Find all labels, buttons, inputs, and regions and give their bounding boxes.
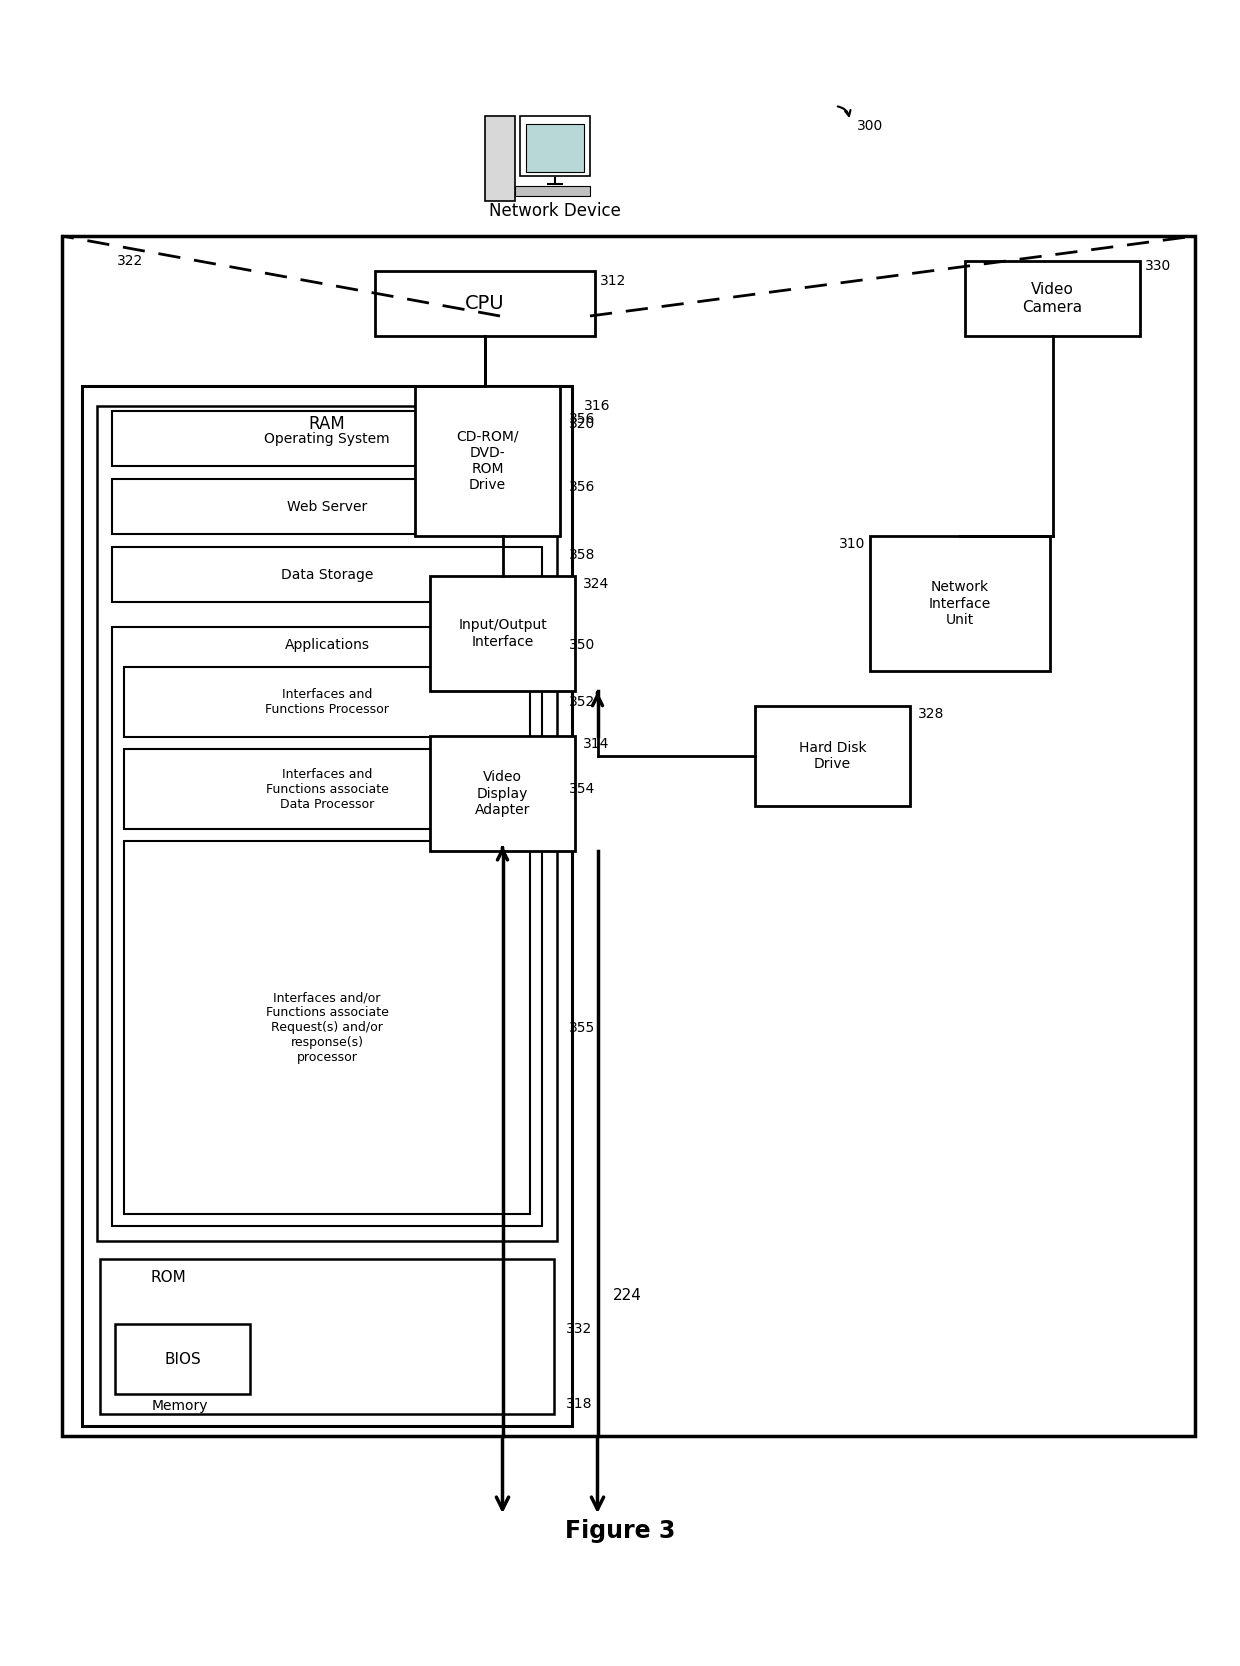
Bar <box>965 262 1140 337</box>
Text: 332: 332 <box>565 1323 593 1336</box>
Text: 318: 318 <box>565 1398 593 1411</box>
Text: 324: 324 <box>583 576 609 591</box>
Text: Network
Interface
Unit: Network Interface Unit <box>929 580 991 626</box>
Text: 310: 310 <box>838 536 866 551</box>
Bar <box>374 272 595 337</box>
Bar <box>755 706 910 806</box>
Text: Interfaces and/or
Functions associate
Request(s) and/or
response(s)
processor: Interfaces and/or Functions associate Re… <box>265 991 388 1065</box>
Bar <box>485 117 515 202</box>
Bar <box>82 387 572 1426</box>
Bar <box>515 187 590 197</box>
Text: 300: 300 <box>857 118 883 133</box>
Text: 314: 314 <box>583 736 609 751</box>
Bar <box>124 666 529 736</box>
Text: 316: 316 <box>584 398 610 413</box>
Bar <box>430 736 575 851</box>
Text: Hard Disk
Drive: Hard Disk Drive <box>799 741 867 771</box>
Text: 352: 352 <box>569 695 595 710</box>
Bar <box>112 412 542 466</box>
Bar <box>100 1259 554 1414</box>
Text: BIOS: BIOS <box>164 1351 201 1366</box>
Text: Input/Output
Interface: Input/Output Interface <box>458 618 547 648</box>
Text: Interfaces and
Functions Processor: Interfaces and Functions Processor <box>265 688 389 716</box>
Text: Interfaces and
Functions associate
Data Processor: Interfaces and Functions associate Data … <box>265 768 388 810</box>
Text: 355: 355 <box>569 1021 595 1035</box>
Text: 356: 356 <box>569 412 595 426</box>
Text: Video
Display
Adapter: Video Display Adapter <box>475 770 531 816</box>
Bar <box>430 576 575 691</box>
Bar <box>124 750 529 830</box>
Text: Video
Camera: Video Camera <box>1023 282 1083 315</box>
Text: 328: 328 <box>918 706 945 721</box>
Text: Memory: Memory <box>151 1399 208 1413</box>
Text: Operating System: Operating System <box>264 431 389 445</box>
Bar <box>124 841 529 1215</box>
Text: 354: 354 <box>569 781 595 796</box>
Text: 356: 356 <box>569 480 595 495</box>
Text: Web Server: Web Server <box>286 500 367 513</box>
Text: ROM: ROM <box>150 1269 186 1284</box>
Bar <box>97 407 557 1241</box>
Bar <box>115 1324 250 1394</box>
Bar <box>870 536 1050 671</box>
Text: CD-ROM/
DVD-
ROM
Drive: CD-ROM/ DVD- ROM Drive <box>456 430 518 491</box>
Text: 224: 224 <box>613 1288 641 1303</box>
Text: 312: 312 <box>600 273 626 288</box>
Bar <box>112 480 542 535</box>
Bar <box>526 123 584 172</box>
Text: CPU: CPU <box>465 293 505 313</box>
Bar <box>415 387 560 536</box>
Bar <box>112 546 542 601</box>
Text: Data Storage: Data Storage <box>280 568 373 581</box>
Text: 322: 322 <box>117 253 144 268</box>
Text: Applications: Applications <box>284 638 370 651</box>
Text: 350: 350 <box>569 638 595 651</box>
Text: 358: 358 <box>569 548 595 561</box>
Text: 330: 330 <box>1145 258 1172 273</box>
Text: 320: 320 <box>569 416 595 431</box>
Bar <box>62 237 1195 1436</box>
Bar <box>112 626 542 1226</box>
Text: RAM: RAM <box>309 415 346 433</box>
Text: Network Device: Network Device <box>489 202 621 220</box>
Text: Figure 3: Figure 3 <box>564 1519 676 1543</box>
Bar <box>520 117 590 177</box>
